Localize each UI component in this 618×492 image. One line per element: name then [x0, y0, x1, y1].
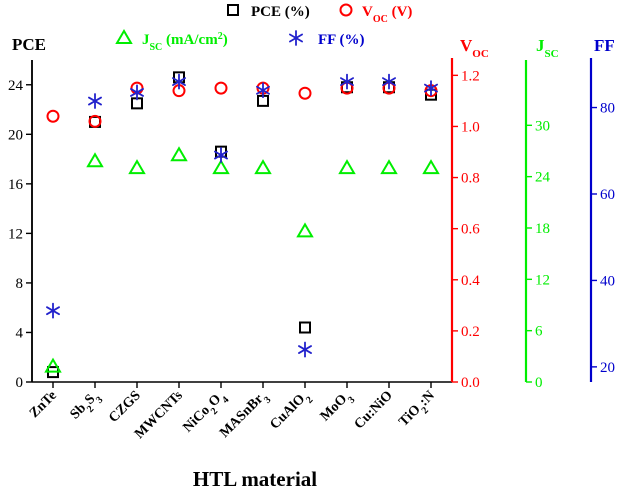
legend-item-ff: FF (%)	[289, 30, 365, 48]
ff-point	[130, 84, 144, 101]
jsc-point	[338, 159, 356, 175]
jsc-point	[212, 159, 230, 175]
ff-point	[256, 82, 270, 99]
legend-item-pce: PCE (%)	[227, 4, 310, 20]
legend-marker-voc	[339, 3, 353, 17]
pce-tick-label: 24	[8, 78, 24, 94]
pce-point	[299, 321, 311, 334]
x-tick-label: CZGS	[106, 388, 144, 426]
ff-point	[214, 147, 228, 163]
jsc-point	[128, 159, 146, 175]
jsc-tick-label: 18	[535, 221, 550, 237]
ff-series	[46, 73, 438, 358]
pce-tick-label: 12	[8, 226, 23, 242]
jsc-tick-label: 6	[535, 324, 543, 340]
data-marks	[44, 71, 440, 379]
jsc-tick-label: 0	[535, 375, 543, 391]
jsc-point	[380, 159, 398, 175]
x-axis-title: HTL material	[193, 467, 317, 491]
pce-series	[47, 71, 437, 379]
legend-label-voc: VOC (V)	[362, 4, 412, 25]
x-tick-label: Sb2S3	[68, 388, 105, 425]
ff-point	[340, 73, 354, 90]
ff-point	[172, 73, 186, 90]
pce-tick-label: 0	[16, 375, 24, 391]
legend-item-jsc: JSC (mA/cm2)	[115, 29, 228, 53]
ff-tick-label: 20	[600, 360, 615, 376]
ff-tick-label: 60	[600, 187, 615, 203]
voc-point	[46, 109, 60, 123]
voc-point	[214, 81, 228, 95]
ff-tick-label: 80	[600, 101, 615, 117]
jsc-point	[254, 159, 272, 175]
legend-label-pce: PCE (%)	[251, 4, 310, 20]
pce-tick-label: 16	[8, 177, 24, 193]
ff-axis-title: FF	[594, 36, 615, 55]
x-tick-label: ZnTe	[27, 388, 60, 421]
voc-tick-label: 0.8	[461, 171, 480, 187]
x-tick-label: CuAlO2	[267, 388, 315, 436]
voc-tick-label: 1.0	[461, 119, 480, 135]
pce-tick-label: 4	[16, 325, 24, 341]
legend: PCE (%) VOC (V) JSC (mA/cm2) FF (%)	[115, 3, 412, 53]
legend-label-jsc: JSC (mA/cm2)	[142, 31, 228, 53]
pce-axis-title: PCE	[12, 35, 46, 54]
jsc-tick-label: 30	[535, 118, 550, 134]
pce-tick-label: 8	[16, 276, 24, 292]
jsc-point	[44, 357, 62, 373]
ff-point	[88, 93, 102, 109]
voc-tick-label: 0.4	[461, 273, 480, 289]
voc-tick-label: 0.6	[461, 222, 480, 238]
jsc-point	[86, 152, 104, 168]
ff-point	[46, 302, 60, 319]
voc-tick-label: 0.0	[461, 375, 480, 391]
voc-tick-label: 1.2	[461, 68, 480, 84]
ff-tick-label: 40	[600, 273, 615, 289]
ff-point	[382, 73, 396, 90]
jsc-point	[170, 146, 188, 162]
legend-item-voc: VOC (V)	[339, 3, 412, 25]
jsc-point	[422, 159, 440, 175]
jsc-series	[44, 146, 440, 373]
jsc-tick-label: 24	[535, 170, 551, 186]
legend-label-ff: FF (%)	[318, 32, 365, 48]
voc-series	[46, 81, 438, 128]
legend-marker-pce	[227, 4, 239, 16]
jsc-axis-title: JSC	[536, 36, 559, 60]
pce-tick-label: 20	[8, 127, 23, 143]
voc-axis-title: VOC	[460, 36, 489, 60]
jsc-tick-label: 12	[535, 272, 550, 288]
voc-point	[298, 86, 312, 100]
jsc-point	[296, 222, 314, 238]
x-tick-label: Cu:NiO	[352, 388, 396, 432]
ff-point	[298, 341, 312, 358]
x-tick-label: TiO2:N	[396, 388, 441, 433]
ff-point	[424, 80, 438, 96]
voc-point	[88, 114, 102, 128]
legend-marker-ff	[289, 30, 303, 46]
voc-tick-label: 0.2	[461, 324, 480, 340]
legend-marker-jsc	[115, 29, 133, 44]
